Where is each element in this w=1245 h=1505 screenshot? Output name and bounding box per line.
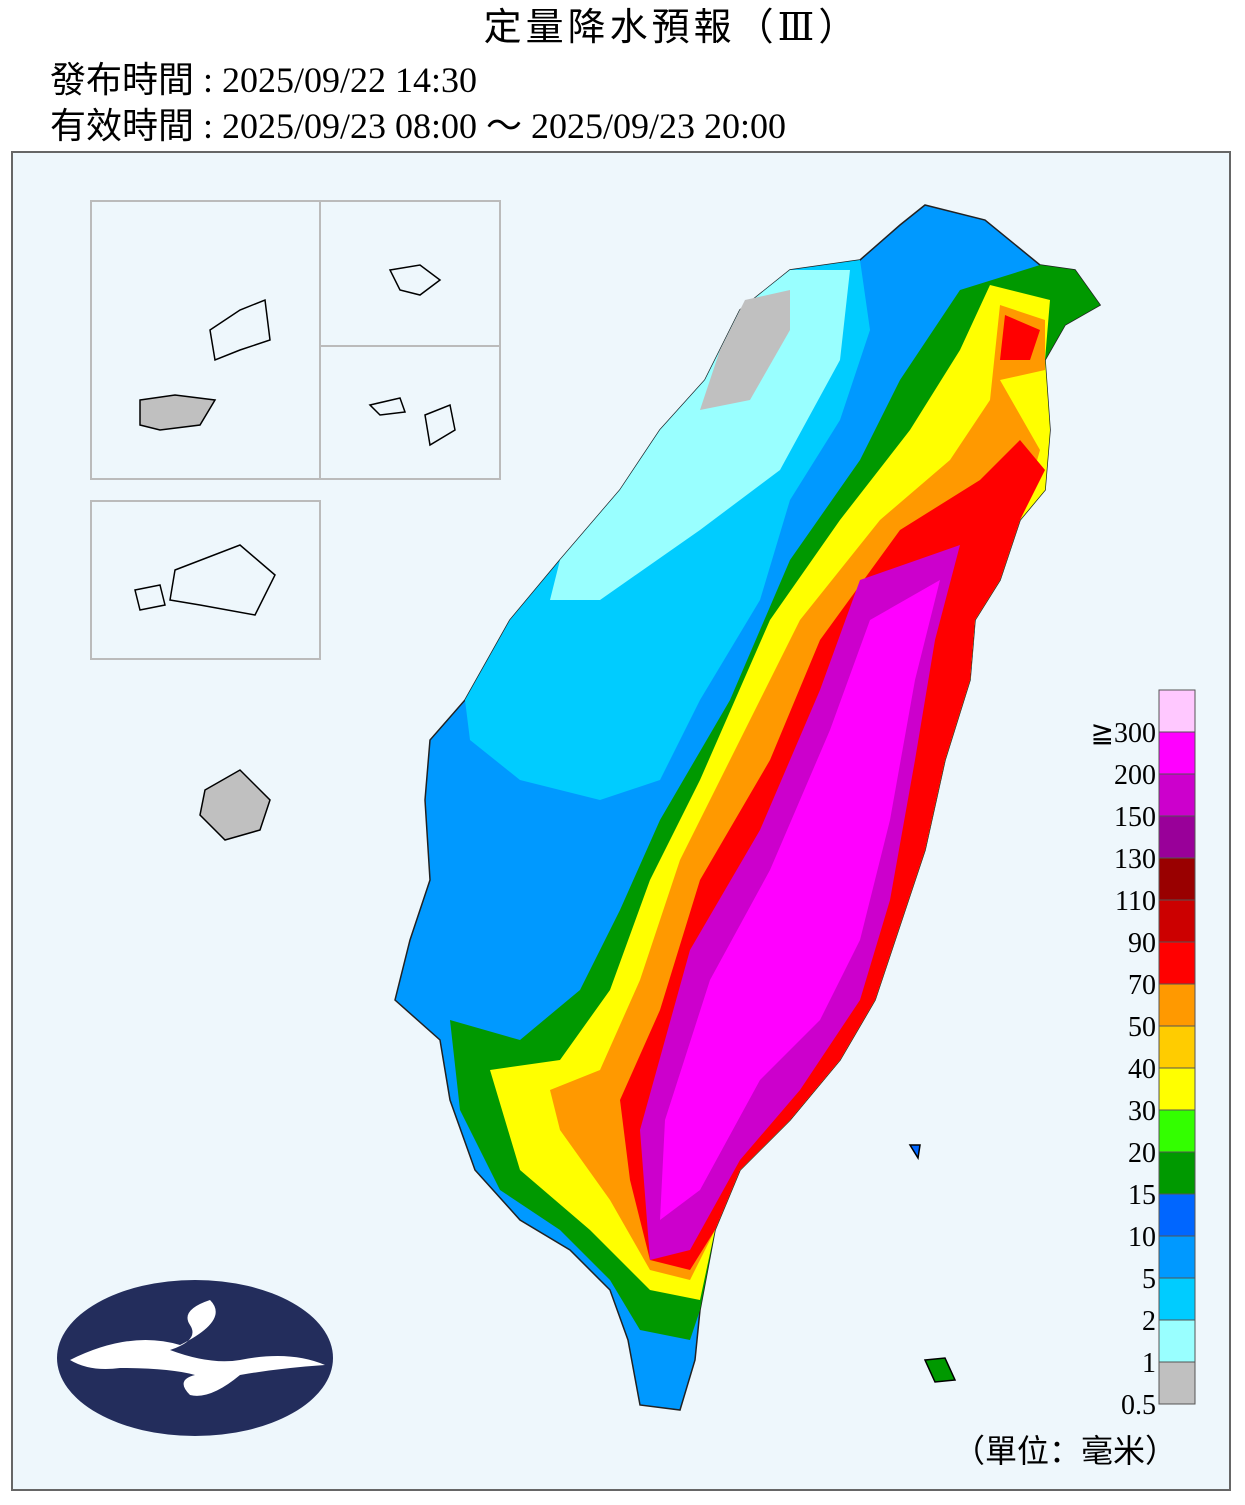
legend-label: 200 <box>1114 760 1156 791</box>
legend-swatch <box>1158 1193 1196 1237</box>
legend-label: 2 <box>1142 1306 1156 1337</box>
legend-swatch <box>1158 1319 1196 1363</box>
islands <box>134 264 957 1383</box>
legend-swatch <box>1158 899 1196 943</box>
legend-swatch <box>1158 731 1196 775</box>
legend-swatch <box>1158 941 1196 985</box>
legend-label: 0.5 <box>1121 1390 1156 1421</box>
valid-time: 有效時間 : 2025/09/23 08:00 ～ 2025/09/23 20:… <box>50 106 786 146</box>
unit-label: （單位：毫米） <box>953 1433 1177 1469</box>
legend-label: 10 <box>1128 1222 1156 1253</box>
legend-label: 15 <box>1128 1180 1156 1211</box>
legend-label: 150 <box>1114 802 1156 833</box>
legend-label: 20 <box>1128 1138 1156 1169</box>
cwa-logo <box>57 1280 333 1436</box>
legend-label: 40 <box>1128 1054 1156 1085</box>
legend-label: 70 <box>1128 970 1156 1001</box>
title: 定量降水預報（Ⅲ） <box>484 7 861 49</box>
legend-label: 50 <box>1128 1012 1156 1043</box>
legend-label: 110 <box>1115 886 1156 917</box>
taiwan-map <box>394 204 1102 1411</box>
legend-swatch <box>1158 983 1196 1027</box>
legend-swatch <box>1158 1151 1196 1195</box>
legend-swatch <box>1158 857 1196 901</box>
legend-swatch <box>1158 1025 1196 1069</box>
legend-label: ≧300 <box>1091 718 1156 749</box>
inset-boxes <box>90 200 501 660</box>
legend: ≧300 200 150 130 110 90 70 50 40 30 20 15 10 5 2 1 0.5 <box>1091 689 1196 1421</box>
legend-label: 5 <box>1142 1264 1156 1295</box>
legend-label: 90 <box>1128 928 1156 959</box>
legend-swatch <box>1158 815 1196 859</box>
legend-swatch <box>1158 1361 1196 1405</box>
legend-swatch <box>1158 1235 1196 1279</box>
legend-swatch <box>1158 773 1196 817</box>
legend-swatch <box>1158 689 1196 733</box>
issued-time: 發布時間 : 2025/09/22 14:30 <box>50 60 477 100</box>
legend-swatch <box>1158 1277 1196 1321</box>
legend-swatch <box>1158 1067 1196 1111</box>
legend-swatch <box>1158 1109 1196 1153</box>
legend-label: 1 <box>1142 1348 1156 1379</box>
legend-label: 130 <box>1114 844 1156 875</box>
legend-label: 30 <box>1128 1096 1156 1127</box>
